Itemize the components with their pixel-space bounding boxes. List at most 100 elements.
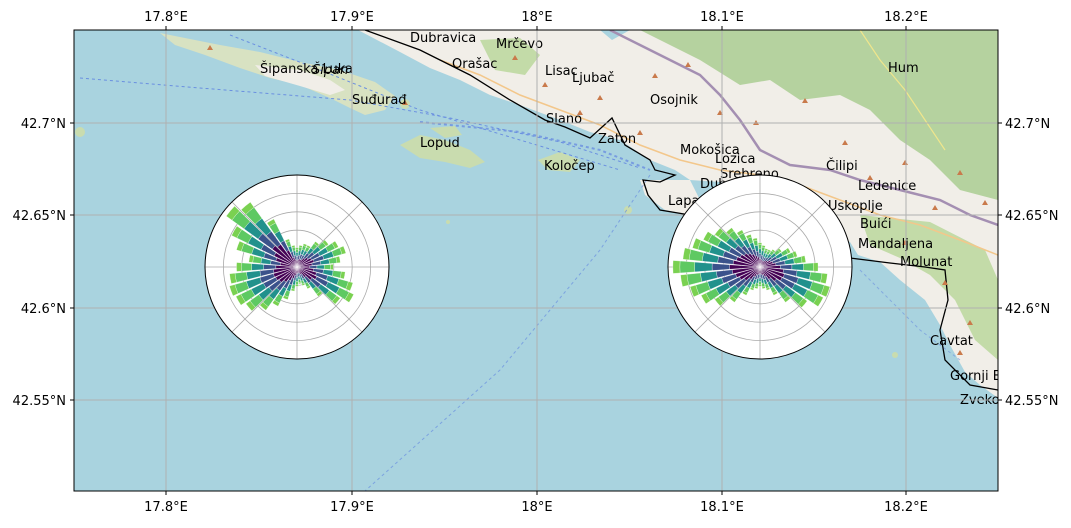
forest-area-north bbox=[640, 30, 998, 200]
island-kolocep bbox=[538, 152, 580, 172]
rose-wedge bbox=[272, 299, 280, 307]
rose-wedge bbox=[780, 264, 793, 270]
rose-wedge bbox=[680, 274, 689, 287]
rose-wedge bbox=[803, 262, 814, 272]
mainland bbox=[358, 30, 998, 398]
rose-wedge bbox=[251, 263, 264, 271]
rose-wedge bbox=[692, 237, 702, 250]
right-tick-labels: 42.7°N 42.65°N 42.6°N 42.55°N bbox=[1005, 117, 1058, 409]
rose-wedge bbox=[339, 245, 347, 255]
y-tick-label: 42.6°N bbox=[21, 302, 66, 317]
rose-wedge bbox=[290, 288, 295, 292]
rose-wedge bbox=[241, 262, 252, 272]
rose-grid-spoke bbox=[296, 201, 363, 268]
rose-wedge bbox=[295, 281, 299, 285]
x-tick-label: 18°E bbox=[521, 10, 552, 25]
rose-wedge bbox=[745, 234, 752, 239]
rose-wedge bbox=[711, 263, 730, 271]
rose-wedge bbox=[316, 290, 323, 297]
rose-wedge bbox=[324, 264, 331, 270]
x-tick-label: 18.2°E bbox=[884, 500, 928, 515]
lapad-peninsula bbox=[640, 180, 700, 215]
left-tick-labels: 42.7°N 42.65°N 42.6°N 42.55°N bbox=[13, 117, 66, 409]
rose-wedge bbox=[764, 248, 769, 251]
rose-wedge bbox=[783, 295, 791, 303]
rose-wedge bbox=[331, 240, 339, 249]
rose-wedge bbox=[742, 290, 748, 296]
coastal-road bbox=[439, 59, 998, 256]
rose-grid-spoke bbox=[231, 266, 298, 333]
rose-wedge bbox=[263, 264, 277, 270]
y-tick-label: 42.6°N bbox=[1005, 302, 1050, 317]
rose-wedge bbox=[291, 245, 296, 248]
rose-wedge bbox=[758, 248, 762, 254]
label-osojnik: Osojnik bbox=[650, 93, 698, 108]
rose-wedge bbox=[758, 244, 762, 250]
rose-wedge bbox=[758, 281, 762, 285]
rose-wedge bbox=[703, 231, 713, 243]
rose-wedge bbox=[226, 205, 240, 221]
rose-grid-spoke bbox=[296, 266, 363, 333]
forest-patch bbox=[480, 38, 540, 75]
rose-wedge bbox=[729, 295, 737, 303]
rose-grid-spoke bbox=[231, 201, 298, 268]
rose-wedge bbox=[295, 252, 299, 257]
x-tick-label: 18.1°E bbox=[700, 10, 744, 25]
islet bbox=[892, 352, 898, 358]
rose-wedge bbox=[259, 301, 269, 311]
x-tick-label: 17.9°E bbox=[330, 500, 374, 515]
admin-border bbox=[364, 30, 691, 216]
label-dubravica: Dubravica bbox=[410, 31, 476, 46]
island-lopud-east bbox=[430, 126, 462, 138]
y-tick-label: 42.7°N bbox=[1005, 117, 1050, 132]
rose-wedge bbox=[344, 291, 354, 303]
rose-wedge bbox=[248, 254, 255, 263]
rose-wedge bbox=[298, 281, 302, 285]
rose-wedge bbox=[672, 260, 681, 274]
rose-wedge bbox=[229, 284, 239, 297]
rose-wedge bbox=[245, 300, 256, 312]
ferry-route bbox=[229, 34, 621, 171]
rose-wedge bbox=[813, 262, 819, 272]
top-tick-labels: 17.8°E 17.9°E 18°E 18.1°E 18.2°E bbox=[144, 10, 928, 25]
rose-wedge bbox=[700, 292, 711, 304]
x-tick-label: 17.9°E bbox=[330, 10, 374, 25]
rose-wedge bbox=[765, 287, 771, 291]
rose-frame bbox=[204, 174, 390, 360]
islet bbox=[624, 206, 632, 214]
rose-wedge bbox=[798, 298, 808, 308]
x-tick-label: 18.1°E bbox=[700, 500, 744, 515]
rose-wedge bbox=[296, 273, 298, 278]
rose-wedge bbox=[284, 238, 290, 243]
label-lozica: Lozica bbox=[715, 152, 756, 167]
x-tick-label: 18°E bbox=[521, 500, 552, 515]
label-cilipi: Čilipi bbox=[826, 158, 858, 174]
x-tick-label: 17.8°E bbox=[144, 10, 188, 25]
rose-wedge bbox=[295, 284, 299, 287]
rose-wedge bbox=[301, 283, 306, 286]
rose-wedge bbox=[725, 227, 735, 236]
rose-wedge bbox=[295, 249, 299, 253]
label-zaton: Zaton bbox=[598, 132, 636, 147]
rose-wedge bbox=[813, 294, 824, 307]
map-frame bbox=[73, 29, 999, 492]
rose-wedge bbox=[331, 295, 341, 305]
label-buici: Buići bbox=[860, 217, 892, 232]
label-molunat: Molunat bbox=[900, 255, 952, 270]
tick-marks bbox=[70, 26, 1002, 495]
label-sipan: Šipan bbox=[312, 62, 348, 78]
rose-wedge bbox=[298, 245, 303, 248]
x-tick-label: 18.2°E bbox=[884, 10, 928, 25]
rose-wedge bbox=[266, 218, 276, 227]
label-slano: Slano bbox=[546, 112, 582, 127]
rose-wedge bbox=[694, 261, 713, 273]
windrose-east bbox=[667, 174, 853, 360]
rose-wedge bbox=[241, 201, 255, 215]
rose-wedge bbox=[767, 249, 772, 253]
x-tick-label: 17.8°E bbox=[144, 500, 188, 515]
y-tick-label: 42.65°N bbox=[1005, 209, 1058, 224]
forest-area-south bbox=[860, 215, 998, 360]
admin-border bbox=[849, 257, 998, 391]
